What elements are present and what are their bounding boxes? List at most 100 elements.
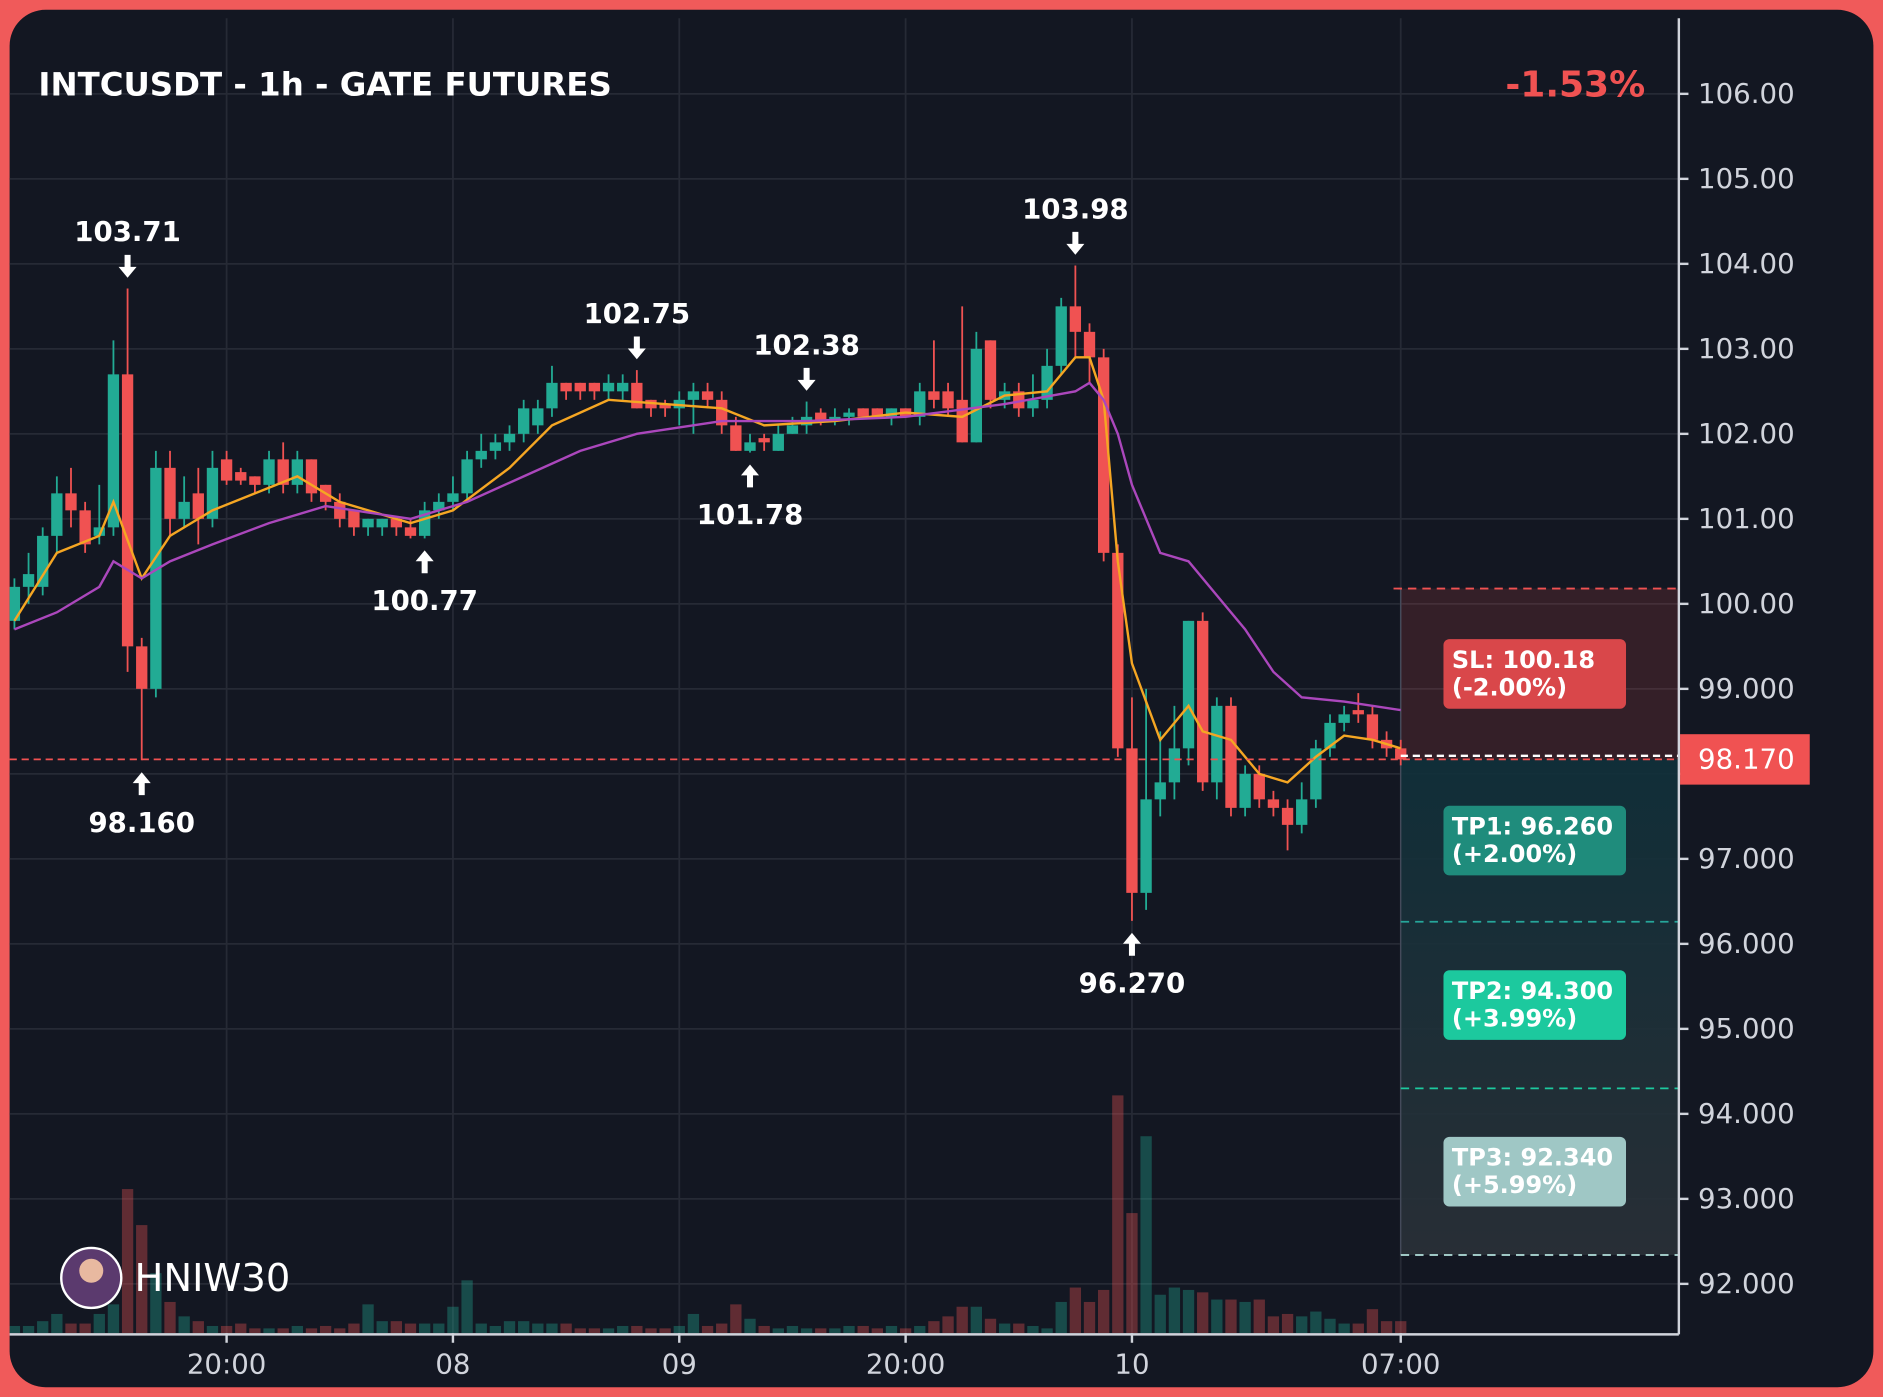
- level-label: TP2: 94.300: [1452, 977, 1613, 1005]
- volume-bar: [645, 1328, 657, 1334]
- candle-body: [843, 412, 855, 417]
- volume-bar: [843, 1325, 855, 1334]
- y-tick-label: 97.000: [1698, 842, 1795, 875]
- candle-body: [433, 501, 445, 511]
- volume-bar: [489, 1325, 502, 1334]
- volume-bar: [1098, 1289, 1110, 1334]
- candle-body: [447, 493, 459, 502]
- volume-bar: [1338, 1323, 1350, 1334]
- watermark-text: HNIW30: [135, 1256, 291, 1301]
- volume-bar: [1197, 1292, 1209, 1334]
- volume-bar: [899, 1328, 912, 1334]
- volume-bar: [9, 1325, 21, 1334]
- volume-bar: [617, 1325, 629, 1334]
- volume-bar: [22, 1325, 35, 1334]
- candle-body: [334, 501, 346, 519]
- level-label: SL: 100.18: [1452, 646, 1595, 674]
- candle-body: [885, 408, 898, 417]
- candle-body: [390, 518, 403, 528]
- candle-body: [1324, 722, 1336, 749]
- y-tick-label: 99.000: [1698, 672, 1795, 705]
- overlay: 106.00 105.00 104.00 103.00 102.00 101.00 100.…: [9, 77, 1810, 1381]
- volume-bar: [928, 1321, 940, 1334]
- volume-bar: [815, 1328, 827, 1334]
- volume-bar: [291, 1325, 303, 1334]
- moving-average: [13, 381, 1401, 712]
- candle-body: [121, 374, 134, 647]
- volume-bar: [998, 1323, 1011, 1334]
- volume-bar: [79, 1323, 91, 1334]
- candle-body: [1027, 399, 1039, 409]
- candle-body: [701, 391, 714, 400]
- volume-bar: [37, 1321, 49, 1334]
- volume-bar: [235, 1323, 247, 1334]
- volume-bar: [829, 1328, 841, 1334]
- volume-bar: [518, 1321, 530, 1334]
- annotation-label: 103.71: [74, 215, 181, 248]
- volume-bar: [631, 1325, 643, 1334]
- candle-body: [192, 493, 204, 519]
- volume-bar: [970, 1306, 983, 1334]
- candle-body: [871, 408, 883, 417]
- volume-bar: [956, 1306, 968, 1334]
- candle-body: [178, 501, 190, 519]
- moving-averages: [13, 356, 1402, 784]
- annotation-label: 101.78: [697, 498, 804, 531]
- price-label-box: [1680, 734, 1810, 785]
- y-tick-label: 105.00: [1698, 162, 1795, 195]
- annotation-arrow: [118, 254, 137, 278]
- volume-bar: [857, 1325, 869, 1334]
- volume-bar: [786, 1325, 799, 1334]
- candle-body: [532, 408, 544, 426]
- volume-bar: [730, 1304, 742, 1334]
- candle-body: [1310, 748, 1322, 800]
- volume-bar: [574, 1328, 586, 1334]
- y-tick-label: 94.000: [1698, 1097, 1795, 1130]
- candle-body: [65, 493, 77, 511]
- annotation-arrow: [132, 772, 151, 796]
- change-percent: -1.53%: [1505, 65, 1645, 106]
- volume-bar: [362, 1304, 374, 1334]
- candle-body: [1112, 552, 1124, 749]
- candle-body: [291, 459, 303, 485]
- volume-bar: [602, 1328, 615, 1334]
- candle-body: [1197, 620, 1209, 783]
- candle-body: [235, 472, 247, 481]
- candle-body: [404, 527, 417, 536]
- candle-body: [249, 476, 261, 485]
- candle-body: [1069, 306, 1082, 332]
- candle-body: [914, 391, 926, 417]
- candle-body: [348, 510, 360, 528]
- volume-bar: [178, 1316, 190, 1334]
- volume-bar: [206, 1325, 219, 1334]
- candle-body: [277, 459, 289, 485]
- watermark: HNIW30: [60, 1246, 291, 1310]
- volume-bar: [1310, 1311, 1322, 1334]
- volume-bar: [1281, 1313, 1294, 1334]
- volume-bar: [220, 1325, 233, 1334]
- volume-bar: [319, 1325, 332, 1334]
- candle-body: [1055, 306, 1067, 366]
- candle-body: [107, 374, 120, 528]
- volume-bar: [1055, 1301, 1067, 1334]
- price-label: 98.170: [1698, 743, 1795, 776]
- volume-bar: [376, 1321, 388, 1334]
- candle-body: [9, 586, 21, 621]
- candle-body: [716, 399, 728, 426]
- candle-body: [1182, 620, 1195, 749]
- candle-body: [730, 425, 742, 451]
- volume-bar: [305, 1328, 318, 1334]
- annotation-label: 100.77: [371, 584, 478, 617]
- y-tick-label: 95.000: [1698, 1012, 1795, 1045]
- volume-bar: [1211, 1299, 1223, 1334]
- candle-body: [37, 535, 49, 587]
- x-tick-label: 09: [662, 1348, 697, 1381]
- volume-bar: [93, 1313, 105, 1334]
- candle-body: [956, 399, 968, 443]
- volume-bar: [1069, 1287, 1082, 1334]
- candle-body: [659, 404, 671, 409]
- candle-body: [1211, 705, 1223, 783]
- volume-bar: [546, 1323, 558, 1334]
- candle-body: [984, 340, 997, 400]
- candle-body: [150, 467, 162, 689]
